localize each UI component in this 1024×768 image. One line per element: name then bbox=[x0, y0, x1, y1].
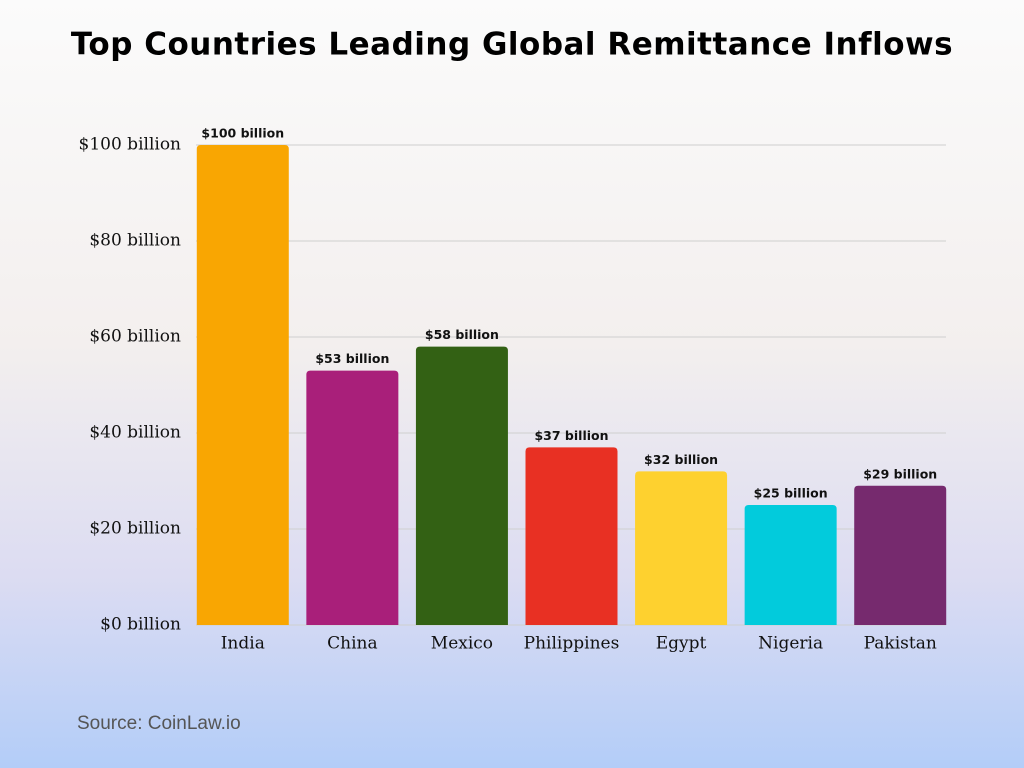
bar bbox=[306, 370, 399, 625]
value-label: $58 billion bbox=[425, 327, 499, 342]
x-tick-label: India bbox=[221, 634, 265, 654]
y-tick-label: $100 billion bbox=[79, 135, 182, 155]
y-tick-label: $60 billion bbox=[89, 327, 181, 347]
value-label: $32 billion bbox=[644, 452, 718, 467]
x-tick-label: Nigeria bbox=[758, 634, 823, 654]
bar bbox=[525, 447, 618, 625]
value-label: $37 billion bbox=[534, 428, 608, 443]
y-tick-label: $40 billion bbox=[89, 423, 181, 443]
bar bbox=[196, 145, 289, 625]
value-label: $53 billion bbox=[315, 351, 389, 366]
x-tick-label: Egypt bbox=[656, 634, 707, 654]
value-label: $29 billion bbox=[863, 466, 937, 481]
y-tick-label: $0 billion bbox=[100, 615, 181, 635]
x-tick-label: Philippines bbox=[524, 634, 620, 654]
value-label: $25 billion bbox=[754, 486, 828, 501]
x-tick-label: Mexico bbox=[431, 634, 493, 654]
y-tick-label: $80 billion bbox=[89, 231, 181, 251]
bar bbox=[744, 505, 837, 625]
value-label: $100 billion bbox=[201, 126, 284, 141]
bar bbox=[854, 485, 947, 625]
x-tick-label: China bbox=[327, 634, 377, 654]
bar bbox=[635, 471, 728, 625]
x-tick-label: Pakistan bbox=[864, 634, 937, 654]
chart-title: Top Countries Leading Global Remittance … bbox=[71, 27, 953, 63]
source: Source: CoinLaw.io bbox=[77, 713, 241, 734]
bar bbox=[415, 346, 508, 625]
y-tick-label: $20 billion bbox=[89, 519, 181, 539]
